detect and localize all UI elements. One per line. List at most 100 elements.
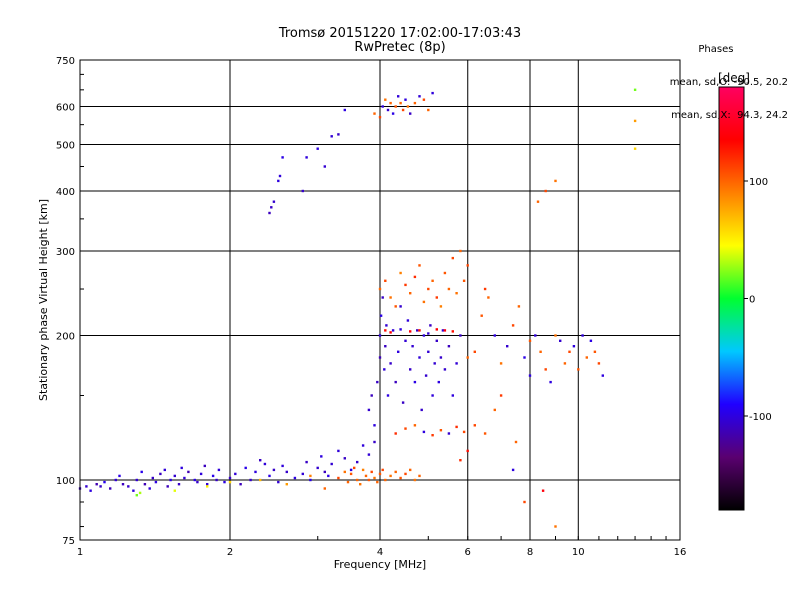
data-point — [95, 483, 98, 486]
data-point — [159, 472, 162, 476]
data-point — [135, 478, 138, 482]
data-point — [268, 211, 271, 215]
data-point — [305, 156, 308, 159]
data-point — [633, 88, 637, 91]
data-point — [429, 324, 432, 327]
data-point — [404, 427, 407, 430]
data-point — [239, 483, 242, 486]
data-point — [431, 434, 434, 437]
data-point — [228, 476, 232, 480]
data-point — [431, 279, 434, 282]
data-point — [323, 165, 326, 168]
data-point — [459, 249, 462, 253]
data-point — [183, 476, 186, 480]
y-tick-label: 75 — [62, 536, 75, 547]
data-point — [272, 200, 276, 203]
data-point — [254, 470, 257, 474]
data-point — [413, 275, 417, 279]
data-point — [394, 432, 397, 435]
data-point — [447, 345, 451, 348]
data-point — [462, 430, 466, 434]
data-point — [127, 485, 130, 488]
data-point — [169, 478, 172, 482]
data-point — [568, 350, 571, 353]
data-point — [118, 474, 121, 478]
data-point — [394, 470, 397, 474]
x-tick-label: 8 — [527, 547, 533, 558]
data-point — [343, 457, 346, 460]
x-tick-label: 4 — [377, 547, 383, 558]
data-point — [462, 279, 466, 282]
data-point — [166, 485, 169, 488]
data-point — [381, 296, 384, 299]
data-point — [234, 472, 237, 476]
colorbar — [718, 86, 745, 511]
data-point — [404, 98, 407, 101]
colorbar-tick-label: 100 — [749, 177, 768, 188]
data-point — [544, 368, 547, 371]
data-point — [259, 478, 262, 482]
data-point — [356, 460, 359, 464]
data-point — [353, 466, 356, 470]
data-point — [480, 314, 483, 317]
data-point — [316, 466, 319, 470]
data-point — [473, 424, 476, 427]
data-point — [572, 345, 576, 348]
data-point — [259, 459, 262, 462]
data-point — [483, 432, 487, 435]
data-point — [404, 283, 407, 287]
data-point — [443, 368, 447, 371]
data-point — [364, 474, 368, 478]
data-point — [506, 345, 509, 348]
data-point — [435, 296, 438, 299]
data-point — [378, 334, 382, 337]
data-point — [473, 350, 476, 353]
data-point — [373, 476, 376, 480]
chart-title: Tromsø 20151220 17:02:00-17:03:43 — [278, 26, 522, 41]
data-point — [370, 394, 373, 397]
data-point — [554, 525, 557, 528]
data-point — [389, 362, 392, 365]
data-point — [409, 112, 412, 115]
data-point — [409, 468, 412, 472]
data-point — [330, 135, 333, 138]
data-point — [493, 408, 496, 412]
data-point — [439, 429, 443, 432]
data-point — [422, 430, 426, 434]
data-point — [384, 98, 387, 101]
data-point — [99, 485, 102, 488]
data-point — [135, 494, 138, 497]
y-tick-label: 200 — [56, 332, 75, 343]
data-point — [536, 200, 540, 203]
data-point — [385, 324, 388, 327]
data-point — [523, 356, 526, 359]
colorbar-tick-label: 0 — [749, 295, 755, 306]
data-point — [121, 483, 125, 486]
x-tick-label: 6 — [465, 547, 471, 558]
data-point — [427, 287, 430, 291]
data-point — [406, 319, 410, 322]
data-point — [597, 362, 601, 365]
data-point — [378, 287, 382, 291]
data-point — [277, 480, 280, 484]
data-point — [418, 356, 421, 359]
data-point — [173, 474, 176, 478]
data-point — [391, 329, 395, 332]
data-point — [301, 189, 304, 193]
data-point — [499, 362, 503, 365]
data-point — [337, 449, 340, 453]
data-point — [373, 440, 376, 444]
data-point — [435, 328, 438, 331]
y-axis-ticks: 75 100 200 300 400 500 600 750 — [56, 56, 84, 547]
data-point — [389, 296, 392, 299]
data-point — [379, 314, 383, 317]
data-point — [593, 350, 597, 353]
data-point — [301, 472, 304, 476]
data-point — [367, 453, 371, 456]
data-point — [534, 334, 537, 337]
data-point — [370, 470, 373, 474]
data-point — [367, 478, 371, 482]
data-point — [427, 332, 430, 335]
data-point — [401, 108, 405, 112]
